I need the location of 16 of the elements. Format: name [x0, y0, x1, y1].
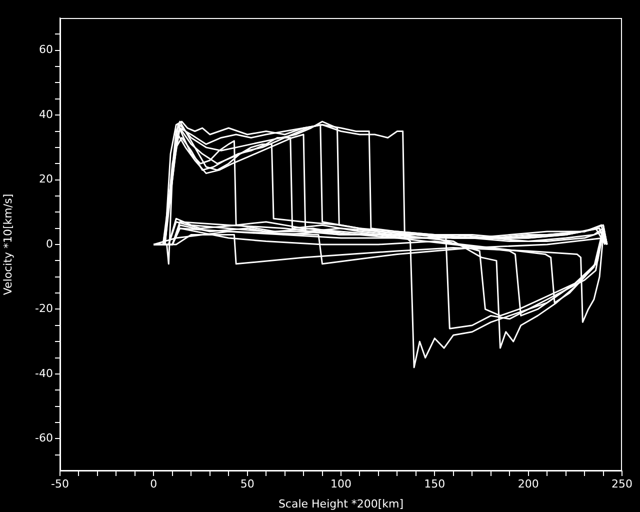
- y-tick-label: 40: [39, 108, 53, 121]
- y-tick-label: -60: [35, 432, 53, 444]
- y-axis-title: Velocity *10[km/s]: [1, 194, 14, 296]
- y-tick-label: 60: [39, 43, 53, 56]
- x-tick-label: 100: [330, 477, 352, 490]
- y-tick-label: -20: [35, 302, 53, 316]
- x-tick-label: 250: [612, 477, 632, 490]
- x-tick-label: 0: [150, 477, 158, 490]
- x-axis-title: Scale Height *200[km]: [278, 497, 404, 510]
- x-tick-label: 50: [240, 477, 254, 490]
- x-tick-label: 150: [424, 477, 446, 490]
- y-tick-label: -40: [35, 366, 53, 380]
- y-tick-label: 0: [46, 237, 53, 250]
- x-tick-label: 200: [518, 477, 539, 490]
- y-tick-label: 20: [39, 172, 53, 186]
- x-tick-label: -50: [51, 477, 69, 490]
